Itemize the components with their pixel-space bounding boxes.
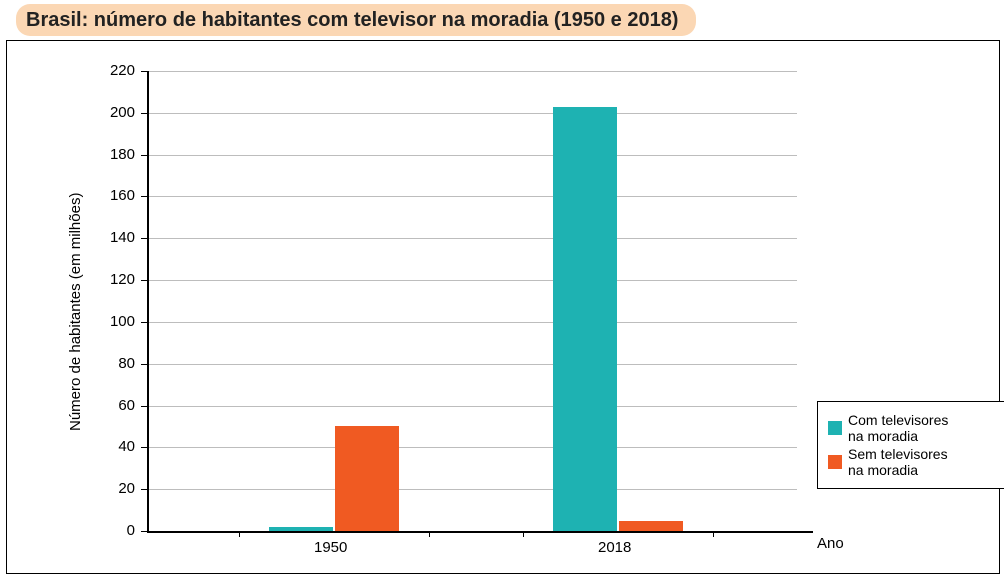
y-tick-label: 220 <box>95 62 135 79</box>
legend-label: Com televisoresna moradia <box>848 412 948 444</box>
y-tick-label: 160 <box>95 187 135 204</box>
grid-line <box>147 322 797 323</box>
grid-line <box>147 447 797 448</box>
legend-item: Sem televisoresna moradia <box>828 446 996 478</box>
x-tick-mark <box>713 531 714 537</box>
y-axis-label: Número de habitantes (em milhões) <box>67 193 84 431</box>
y-tick-label: 200 <box>95 104 135 121</box>
y-tick-label: 120 <box>95 271 135 288</box>
bar-2018-series0 <box>553 107 617 531</box>
x-tick-mark <box>239 531 240 537</box>
x-category-label: 2018 <box>598 539 631 556</box>
chart-title: Brasil: número de habitantes com televis… <box>16 4 696 36</box>
chart-container: 0 20 40 60 80 100 120 140 160 180 200 220 1950 2018 Nú… <box>6 40 1000 574</box>
x-tick-mark <box>523 531 524 537</box>
grid-line <box>147 364 797 365</box>
y-tick-label: 80 <box>95 355 135 372</box>
bar-1950-series1 <box>335 426 399 531</box>
plot-area: 0 20 40 60 80 100 120 140 160 180 200 220 1950 2018 Nú… <box>7 41 999 573</box>
legend-swatch <box>828 455 842 469</box>
grid-line <box>147 238 797 239</box>
grid-line <box>147 489 797 490</box>
y-tick-label: 180 <box>95 146 135 163</box>
x-axis-label: Ano <box>817 535 844 552</box>
y-tick-label: 140 <box>95 229 135 246</box>
y-tick-label: 20 <box>95 480 135 497</box>
y-tick-label: 40 <box>95 438 135 455</box>
y-tick-label: 60 <box>95 397 135 414</box>
legend: Com televisoresna moradiaSem televisores… <box>817 401 1004 489</box>
y-tick-label: 0 <box>95 522 135 539</box>
grid-line <box>147 113 797 114</box>
x-tick-mark <box>429 531 430 537</box>
x-category-label: 1950 <box>314 539 347 556</box>
bar-2018-series1 <box>619 521 683 531</box>
grid-line <box>147 155 797 156</box>
y-tick-label: 100 <box>95 313 135 330</box>
y-axis <box>147 71 149 531</box>
grid-line <box>147 280 797 281</box>
grid-line <box>147 406 797 407</box>
legend-swatch <box>828 421 842 435</box>
bar-1950-series0 <box>269 527 333 531</box>
legend-label: Sem televisoresna moradia <box>848 446 948 478</box>
grid-line <box>147 71 797 72</box>
legend-item: Com televisoresna moradia <box>828 412 996 444</box>
grid-line <box>147 196 797 197</box>
